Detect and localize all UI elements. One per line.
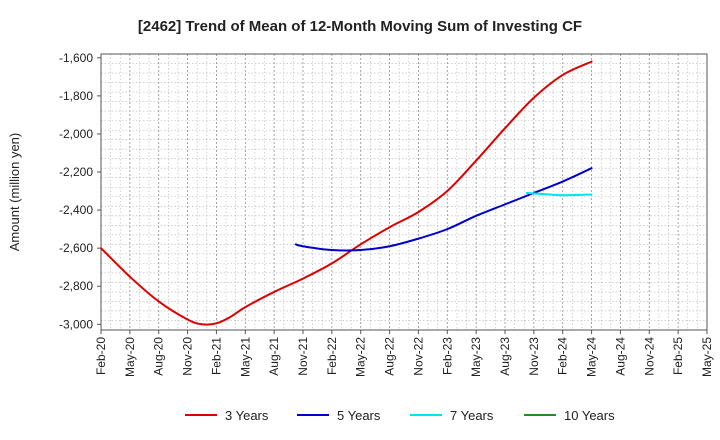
x-tick-label: Nov-21	[296, 337, 310, 376]
x-tick-label: Feb-24	[556, 337, 570, 375]
x-tick-label: Feb-21	[209, 337, 223, 375]
y-tick-label: -2,600	[59, 241, 93, 255]
x-tick-label: Aug-24	[613, 337, 627, 376]
x-axis: Feb-20 May-20 Aug-20 Nov-20 Feb-21 May-21 Aug-…	[94, 330, 714, 377]
legend-label: 7 Years	[450, 408, 494, 423]
plot-area	[101, 54, 707, 330]
grid	[100, 53, 708, 331]
y-axis-label: Amount (million yen)	[7, 133, 22, 252]
x-tick-label: Aug-22	[383, 337, 397, 376]
legend-label: 10 Years	[564, 408, 615, 423]
plot-frame	[100, 53, 708, 331]
legend-label: 5 Years	[337, 408, 381, 423]
x-tick-label: May-23	[469, 337, 483, 377]
x-tick-label: Feb-20	[94, 337, 108, 375]
x-tick-label: May-25	[700, 337, 714, 377]
legend: 3 Years 5 Years 7 Years 10 Years	[185, 408, 615, 423]
x-tick-label: May-20	[123, 337, 137, 377]
y-tick-label: -3,000	[59, 317, 93, 331]
x-tick-label: May-24	[585, 337, 599, 377]
y-tick-label: -2,000	[59, 127, 93, 141]
x-tick-label: Aug-21	[267, 337, 281, 376]
series-line-5-years	[294, 167, 593, 252]
series-line-7-years	[525, 191, 593, 197]
x-tick-label: Aug-23	[498, 337, 512, 376]
legend-label: 3 Years	[225, 408, 269, 423]
x-tick-label: May-21	[238, 337, 252, 377]
chart-title: [2462] Trend of Mean of 12-Month Moving …	[138, 18, 582, 35]
y-tick-label: -2,400	[59, 203, 93, 217]
x-tick-label: Nov-24	[642, 337, 656, 376]
x-tick-label: Nov-20	[181, 337, 195, 376]
y-tick-label: -1,800	[59, 89, 93, 103]
x-tick-label: Feb-22	[325, 337, 339, 375]
x-tick-label: Nov-22	[411, 337, 425, 376]
y-axis: -1,600 -1,800 -2,000 -2,200 -2,400 -2,600 -2,8…	[59, 51, 101, 331]
x-tick-label: Nov-23	[527, 337, 541, 376]
x-tick-label: Feb-25	[671, 337, 685, 375]
x-tick-label: Feb-23	[440, 337, 454, 375]
x-tick-label: Aug-20	[152, 337, 166, 376]
series-lines	[100, 60, 593, 326]
x-tick-label: May-22	[354, 337, 368, 377]
y-tick-label: -1,600	[59, 51, 93, 65]
y-tick-label: -2,200	[59, 165, 93, 179]
series-line-3-years	[100, 60, 593, 326]
y-tick-label: -2,800	[59, 279, 93, 293]
